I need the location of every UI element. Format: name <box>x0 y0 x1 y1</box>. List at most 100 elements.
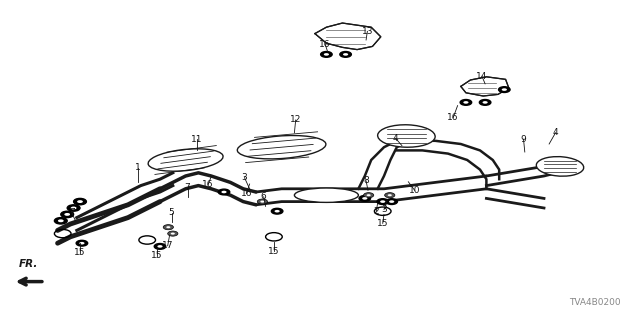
Circle shape <box>385 193 395 198</box>
Polygon shape <box>384 186 410 202</box>
Circle shape <box>502 88 507 91</box>
Circle shape <box>168 231 178 236</box>
Text: 9: 9 <box>521 135 526 144</box>
Polygon shape <box>154 189 160 205</box>
Polygon shape <box>160 173 173 192</box>
Circle shape <box>324 53 329 56</box>
Circle shape <box>74 198 86 205</box>
Text: 11: 11 <box>191 135 203 144</box>
Polygon shape <box>109 205 128 224</box>
Text: 8: 8 <box>364 176 369 185</box>
Text: 16: 16 <box>447 113 459 122</box>
Polygon shape <box>410 182 435 198</box>
Ellipse shape <box>148 149 223 171</box>
Circle shape <box>65 213 70 216</box>
Polygon shape <box>282 189 307 202</box>
Polygon shape <box>141 179 160 198</box>
Circle shape <box>380 200 385 203</box>
Circle shape <box>257 199 268 204</box>
Polygon shape <box>315 23 381 50</box>
Text: 4: 4 <box>393 134 398 143</box>
Polygon shape <box>96 195 122 221</box>
Text: 10: 10 <box>409 186 420 195</box>
Ellipse shape <box>536 156 584 176</box>
Polygon shape <box>333 189 358 202</box>
Text: 12: 12 <box>290 116 301 124</box>
Circle shape <box>499 87 510 92</box>
Circle shape <box>171 233 175 235</box>
Polygon shape <box>160 182 173 202</box>
Circle shape <box>157 245 163 248</box>
Circle shape <box>163 225 173 230</box>
Circle shape <box>71 207 77 209</box>
Circle shape <box>260 201 264 203</box>
Circle shape <box>343 53 348 56</box>
Polygon shape <box>243 189 256 205</box>
Circle shape <box>463 101 468 104</box>
Circle shape <box>67 205 80 211</box>
Circle shape <box>460 100 472 105</box>
Text: 15: 15 <box>74 248 86 257</box>
Text: 2: 2 <box>374 207 379 216</box>
Circle shape <box>362 197 367 200</box>
Polygon shape <box>128 198 141 218</box>
Circle shape <box>389 200 394 203</box>
Text: 17: 17 <box>162 241 173 250</box>
Ellipse shape <box>237 135 326 159</box>
Circle shape <box>386 199 397 204</box>
Polygon shape <box>77 208 96 230</box>
Text: 15: 15 <box>268 247 280 256</box>
Ellipse shape <box>378 125 435 147</box>
Text: 16: 16 <box>241 189 252 198</box>
Circle shape <box>76 240 88 246</box>
Polygon shape <box>256 189 282 205</box>
Polygon shape <box>461 77 509 96</box>
Polygon shape <box>307 189 333 202</box>
Polygon shape <box>461 176 486 192</box>
Circle shape <box>79 242 84 244</box>
Text: 6: 6 <box>261 192 266 201</box>
Polygon shape <box>173 176 186 195</box>
Circle shape <box>61 211 74 218</box>
Text: 3: 3 <box>381 205 387 214</box>
Text: 14: 14 <box>476 72 488 81</box>
Polygon shape <box>58 224 70 243</box>
Polygon shape <box>90 211 109 230</box>
Text: 7: 7 <box>69 208 74 217</box>
Circle shape <box>364 193 374 198</box>
Text: 5: 5 <box>169 208 174 217</box>
Polygon shape <box>198 173 211 189</box>
Circle shape <box>275 210 280 212</box>
Text: 15: 15 <box>377 219 388 228</box>
Circle shape <box>340 52 351 57</box>
Circle shape <box>377 199 388 204</box>
Circle shape <box>271 208 283 214</box>
Text: 16: 16 <box>202 180 214 189</box>
Polygon shape <box>435 179 461 195</box>
Circle shape <box>321 52 332 57</box>
Circle shape <box>388 194 392 196</box>
Circle shape <box>58 220 64 222</box>
Polygon shape <box>122 186 141 208</box>
Circle shape <box>54 218 67 224</box>
Polygon shape <box>211 176 230 195</box>
Polygon shape <box>141 192 154 211</box>
Text: TVA4B0200: TVA4B0200 <box>569 298 621 307</box>
Circle shape <box>367 194 371 196</box>
Text: 1: 1 <box>135 164 140 172</box>
Circle shape <box>483 101 488 104</box>
Circle shape <box>221 191 227 193</box>
Circle shape <box>77 200 83 203</box>
Ellipse shape <box>294 188 358 202</box>
Text: 7: 7 <box>185 183 190 192</box>
Circle shape <box>218 189 230 195</box>
Text: 4: 4 <box>553 128 558 137</box>
Polygon shape <box>70 218 90 237</box>
Circle shape <box>479 100 491 105</box>
Polygon shape <box>358 189 384 202</box>
Text: 15: 15 <box>151 252 163 260</box>
Circle shape <box>359 196 371 201</box>
Polygon shape <box>186 173 198 189</box>
Circle shape <box>154 244 166 249</box>
Text: 16: 16 <box>319 40 331 49</box>
